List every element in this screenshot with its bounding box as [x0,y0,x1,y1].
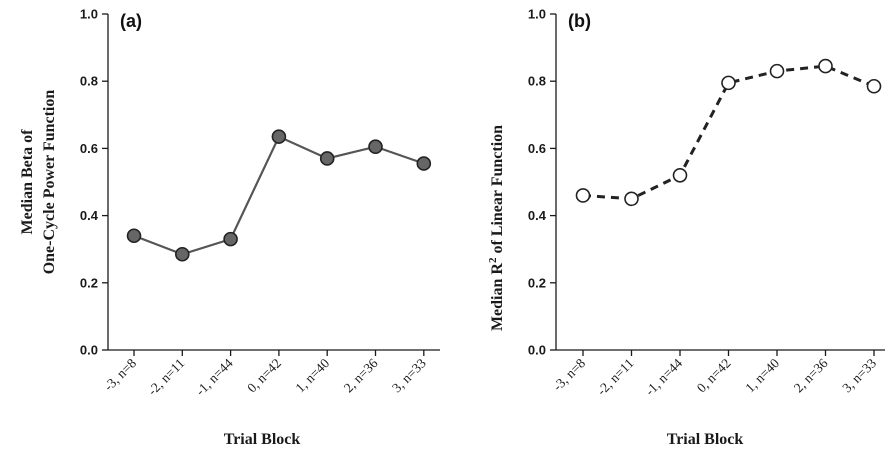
panel-a-x-tick-label: 2, n=36 [341,355,381,395]
panel-b-x-tick-label: -2, n=11 [594,356,637,399]
panel-b-y-tick-label: 0.6 [528,141,546,156]
panel-b-y-axis-title-main: Median R [489,263,506,331]
panel-a-series-line [133,135,425,256]
panel-b-data-point [866,78,882,94]
panel-a-label: (a) [120,11,142,31]
panel-a-x-axis-title: Trial Block [224,431,301,448]
panel-a-y-tick-label: 1.0 [80,7,98,22]
panel-b-x-tick-label: 3, n=33 [839,355,879,395]
panel-b-data-point [672,167,688,183]
panel-b: (b) Median R2 of Linear Function Trial B… [487,7,885,448]
panel-b-data-point [624,191,639,207]
panel-a-x-tick-label: -3, n=8 [101,355,139,393]
panel-b-x-tick-label: 1, n=40 [742,355,782,395]
panel-a-y-tick-label: 0.4 [80,208,99,223]
panel-a-x-tick-label: 3, n=33 [389,355,429,395]
panel-b-x-tick-label: 2, n=36 [791,355,831,395]
panel-b-y-tick-label: 0.8 [528,74,546,89]
panel-a-y-axis-title-line2: One-Cycle Power Function [41,90,58,275]
panel-b-data-point [769,63,785,79]
panel-b-x-tick-label: -1, n=44 [642,355,685,398]
panel-b-x-tick-label: 0, n=42 [694,356,734,396]
panel-a-y-tick-label: 0.8 [80,74,98,89]
panel-b-y-axis-title-superscript: 2 [487,257,499,263]
panel-a-plot: 0.0 0.2 0.4 0.6 0.8 1.0 -3, n=8 -2, n=11 -1, n=4… [80,7,440,399]
panel-a-x-tick-label: -1, n=44 [193,355,236,398]
panel-b-y-axis-title-rest: of Linear Function [489,125,506,258]
panel-a-x-tick-label: -2, n=11 [145,356,188,399]
panel-a-data-point [319,151,335,166]
panel-a-data-point [271,129,287,144]
panel-a-data-point [368,139,383,155]
panel-b-data-point [575,188,591,203]
panel-a-y-tick-label: 0.0 [80,343,98,358]
panel-a-x-tick-label: 1, n=40 [292,355,332,395]
panel-b-x-tick-label: -3, n=8 [550,355,588,393]
panel-b-y-axis-title: Median R2 of Linear Function [487,125,506,331]
panel-a-y-axis-title: Median Beta of One-Cycle Power Function [19,90,58,275]
panel-b-label: (b) [568,11,591,31]
panel-a-x-tick-label: 0, n=42 [244,356,284,396]
panel-a: (a) Median Beta of One-Cycle Power Funct… [19,7,440,448]
panel-a-data-point [175,246,190,262]
panel-a-y-tick-label: 0.6 [80,141,98,156]
panel-a-y-axis-title-line1: Median Beta of [19,129,36,235]
panel-a-data-point [223,231,238,247]
panel-b-plot: 0.0 0.2 0.4 0.6 0.8 1.0 -3, n=8 -2, n=11 -1, n=4… [528,7,885,399]
panel-b-y-tick-label: 0.4 [528,208,547,223]
panel-b-data-point [721,75,736,91]
panel-b-y-tick-label: 0.0 [528,343,546,358]
panel-b-data-point [818,58,833,74]
panel-b-y-tick-label: 0.2 [528,275,546,290]
panel-a-data-point [126,228,142,244]
panel-b-x-axis-title: Trial Block [667,431,744,448]
panel-a-data-point [416,156,432,171]
panel-a-y-tick-label: 0.2 [80,275,98,290]
panel-b-y-tick-label: 1.0 [528,7,546,22]
